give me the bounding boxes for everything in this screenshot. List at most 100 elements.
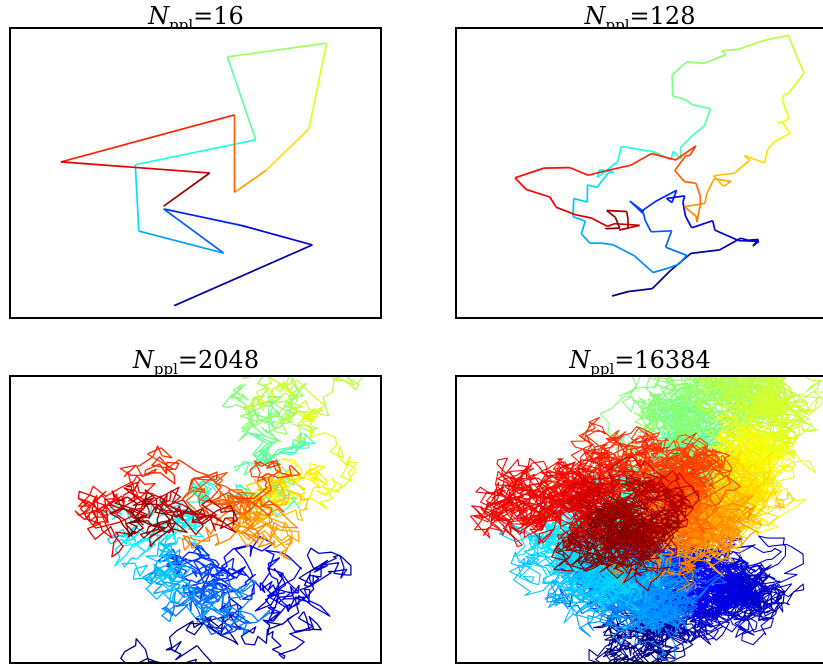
- walk-segment: [651, 270, 671, 290]
- walk-segment: [109, 500, 136, 536]
- walk-segment: [230, 383, 249, 401]
- walk-segment: [303, 611, 322, 631]
- walk-segment: [567, 500, 658, 592]
- walk-segment: [573, 197, 588, 203]
- title-eq: =: [614, 346, 635, 374]
- walk-segment: [303, 470, 328, 488]
- walk-segment: [123, 481, 143, 502]
- title-n-value: 2048: [198, 346, 260, 374]
- walk-segment: [641, 200, 657, 212]
- walk-segment: [575, 583, 690, 638]
- walk-segment: [232, 525, 266, 548]
- title-n: N: [584, 2, 606, 30]
- walk-segment: [274, 382, 307, 418]
- walk-segment: [514, 177, 528, 191]
- walk-segment: [684, 180, 697, 185]
- title-subscript: ppl: [153, 360, 178, 378]
- walk-segment: [128, 475, 156, 502]
- walk-segment: [707, 377, 758, 417]
- walk-segment: [686, 61, 704, 65]
- walk-segment: [722, 180, 732, 188]
- walk-segment: [231, 510, 273, 531]
- walk-segment: [122, 527, 182, 547]
- walk-segment: [721, 48, 739, 52]
- walk-segment: [253, 476, 287, 498]
- walk-segment: [714, 229, 740, 242]
- walk-segment: [529, 466, 605, 543]
- walk-segment: [226, 56, 257, 141]
- walk-segment: [787, 35, 798, 57]
- title-n-value: 16: [213, 2, 244, 30]
- walk-segment: [227, 42, 327, 58]
- title-n: N: [132, 346, 154, 374]
- walk-segment: [611, 290, 629, 297]
- walk-segment: [145, 542, 173, 600]
- walk-segment: [239, 609, 271, 631]
- walk-segment: [263, 377, 313, 396]
- walk-segment: [256, 381, 286, 397]
- walk-segment: [575, 213, 592, 219]
- walk-segment: [781, 94, 785, 101]
- walk-segment: [240, 509, 271, 541]
- walk-segment: [683, 206, 697, 217]
- walk-segment: [514, 167, 545, 179]
- title-n: N: [569, 346, 591, 374]
- walk-segment: [705, 178, 715, 195]
- walk-segment: [60, 161, 210, 174]
- walk-segment: [230, 494, 259, 544]
- walk-segment: [562, 509, 645, 574]
- walk-segment: [221, 394, 254, 442]
- walk-segment: [78, 497, 124, 514]
- title-eq: =: [193, 2, 214, 30]
- walk-segment: [173, 244, 313, 307]
- walk-segment: [644, 219, 652, 233]
- walk-segment: [253, 460, 281, 482]
- walk-segment: [202, 518, 241, 547]
- walk-segment: [671, 74, 674, 96]
- walk-segment: [684, 215, 693, 229]
- walk-segment: [138, 230, 225, 255]
- walk-segment: [181, 544, 215, 579]
- walk-segment: [247, 432, 273, 458]
- walk-segment: [281, 395, 298, 435]
- walk-segment: [190, 509, 213, 525]
- plot-area: [9, 375, 382, 664]
- walk-segment: [221, 579, 253, 612]
- walk-segment: [654, 377, 730, 442]
- walk-segment: [230, 579, 257, 601]
- walk-segment: [86, 525, 124, 558]
- title-eq: =: [177, 346, 199, 374]
- walk-segment: [652, 266, 671, 274]
- walk-segment: [580, 233, 591, 244]
- walk-segment: [679, 134, 694, 149]
- walk-segment: [246, 510, 269, 529]
- walk-segment: [713, 172, 735, 177]
- walk-segment: [154, 565, 193, 577]
- walk-segment: [629, 200, 645, 215]
- walk-segment: [188, 586, 225, 604]
- walk-segment: [202, 606, 233, 619]
- walk-segment: [241, 224, 313, 246]
- walk-segment: [743, 154, 751, 161]
- walk-segment: [606, 209, 627, 213]
- walk-segment: [767, 141, 775, 150]
- walk-segment: [543, 166, 570, 169]
- walk-segment: [665, 197, 673, 204]
- title-n: N: [148, 2, 170, 30]
- walk-segment: [77, 490, 101, 530]
- walk-segment: [681, 509, 743, 566]
- panel-n16384: Nppl=16384: [412, 338, 823, 666]
- walk-segment: [696, 204, 702, 223]
- title-subscript: ppl: [590, 360, 615, 378]
- walk-segment: [551, 519, 618, 572]
- walk-segment: [252, 481, 323, 501]
- walk-segment: [691, 103, 711, 110]
- walk-segment: [146, 453, 218, 480]
- walk-segment: [145, 542, 170, 564]
- walk-segment: [275, 589, 331, 617]
- walk-segment: [160, 517, 185, 546]
- walk-segment: [77, 481, 139, 507]
- walk-segment: [233, 452, 269, 476]
- walk-segment: [796, 56, 805, 74]
- walk-segment: [259, 533, 294, 558]
